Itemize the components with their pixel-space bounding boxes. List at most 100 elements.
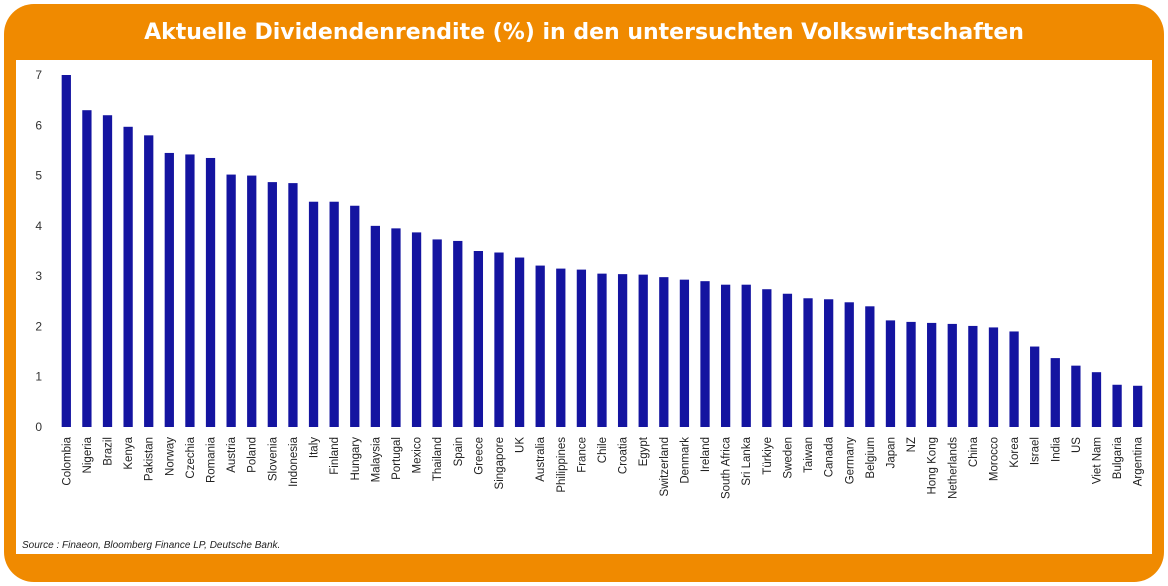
- bar: [473, 251, 484, 427]
- bar: [1091, 372, 1102, 427]
- x-tick-label: Brazil: [103, 437, 115, 466]
- x-tick-label: Korea: [1009, 436, 1021, 467]
- x-tick-label: Philippines: [556, 437, 568, 493]
- bar: [824, 299, 834, 427]
- x-tick-label: Finland: [329, 437, 341, 475]
- bar: [988, 327, 999, 427]
- chart-title: Aktuelle Dividendenrendite (%) in den un…: [144, 19, 1024, 45]
- y-tick-label: 2: [35, 319, 42, 333]
- y-tick-label: 3: [35, 269, 42, 283]
- bar: [1133, 385, 1143, 427]
- x-tick-label: Thailand: [432, 437, 444, 481]
- bar: [329, 201, 339, 427]
- x-tick-label: Belgium: [865, 437, 877, 479]
- x-tick-label: Norway: [164, 437, 176, 476]
- x-tick-label: Austria: [226, 436, 238, 472]
- bar: [927, 322, 937, 427]
- bar: [556, 268, 566, 427]
- bar: [659, 277, 669, 427]
- x-tick-label: Mexico: [412, 437, 424, 473]
- bar: [453, 240, 463, 427]
- x-tick-label: Czechia: [185, 436, 197, 478]
- x-tick-label: India: [1050, 436, 1062, 462]
- x-tick-label: Ireland: [700, 437, 712, 472]
- x-tick-label: Singapore: [494, 437, 506, 489]
- x-tick-label: Egypt: [638, 436, 650, 466]
- y-tick-label: 1: [35, 370, 42, 384]
- y-tick-label: 5: [35, 169, 42, 183]
- bar-chart: 0 1 2 3 4 5 6 7 Colombia Nigeria Brazil Kenya Pakis…: [35, 68, 1144, 499]
- bar: [102, 115, 113, 428]
- x-tick-label: France: [576, 437, 588, 473]
- bar: [576, 269, 587, 427]
- bars: [61, 75, 1143, 428]
- chart-frame: Aktuelle Dividendenrendite (%) in den un…: [4, 4, 1164, 582]
- x-tick-label: China: [968, 436, 980, 467]
- bar: [597, 273, 607, 427]
- bar: [350, 205, 360, 427]
- bar: [638, 274, 648, 427]
- x-tick-label: Greece: [473, 437, 485, 475]
- bar: [82, 110, 92, 427]
- x-tick-label: Nigeria: [82, 436, 94, 473]
- x-tick-label: Portugal: [391, 437, 403, 480]
- bar: [1050, 358, 1060, 427]
- x-tick-label: South Africa: [721, 436, 733, 499]
- x-tick-label: Sri Lanka: [741, 436, 753, 485]
- bar: [885, 320, 896, 427]
- bar: [762, 289, 772, 427]
- bar: [535, 265, 545, 427]
- source-note: Source : Finaeon, Bloomberg Finance LP, …: [22, 540, 281, 551]
- x-tick-label: Malaysia: [370, 436, 382, 482]
- x-tick-label: Morocco: [988, 437, 1000, 481]
- bar: [494, 252, 504, 427]
- x-tick-label: Viet Nam: [1091, 437, 1103, 484]
- x-tick-label: Türkiye: [762, 437, 774, 475]
- bar: [61, 75, 71, 427]
- bar: [514, 257, 525, 427]
- x-tick-label: Spain: [453, 437, 465, 466]
- bar: [308, 201, 319, 427]
- x-tick-label: UK: [515, 437, 527, 453]
- x-tick-label: Denmark: [679, 437, 691, 484]
- x-tick-label: Croatia: [618, 436, 630, 474]
- bar: [123, 126, 133, 427]
- bar: [247, 175, 257, 427]
- bar: [679, 279, 690, 427]
- x-tick-label: Australia: [535, 436, 547, 481]
- x-tick-label: Hong Kong: [927, 437, 939, 495]
- x-tick-label: Argentina: [1133, 436, 1145, 486]
- y-tick-label: 0: [35, 420, 42, 434]
- y-axis: 0 1 2 3 4 5 6 7: [35, 68, 42, 434]
- x-tick-label: Indonesia: [288, 436, 300, 486]
- x-tick-label: Netherlands: [947, 437, 959, 499]
- bar: [391, 228, 401, 427]
- x-tick-label: Kenya: [123, 436, 135, 469]
- x-tick-label: Germany: [844, 437, 856, 485]
- x-tick-label: Hungary: [350, 437, 362, 481]
- bar: [803, 298, 813, 427]
- x-tick-label: Japan: [885, 437, 897, 468]
- bar: [947, 323, 957, 427]
- bar: [865, 306, 875, 427]
- bar: [185, 154, 195, 427]
- bar: [164, 152, 174, 427]
- bar: [144, 135, 154, 427]
- x-tick-label: Slovenia: [267, 436, 279, 481]
- bar: [1112, 384, 1122, 427]
- bar: [370, 225, 380, 427]
- y-tick-label: 6: [35, 118, 42, 132]
- chart-panel: 0 1 2 3 4 5 6 7 Colombia Nigeria Brazil Kenya Pakis…: [16, 60, 1152, 554]
- bar: [968, 325, 978, 427]
- x-axis-labels: Colombia Nigeria Brazil Kenya Pakistan Norway…: [61, 436, 1144, 499]
- bar: [411, 232, 422, 427]
- x-tick-label: Taiwan: [803, 437, 815, 473]
- x-tick-label: US: [1071, 437, 1083, 453]
- x-tick-label: Chile: [597, 437, 609, 463]
- bar: [288, 183, 298, 427]
- bar: [432, 239, 442, 427]
- x-tick-label: Pakistan: [144, 437, 156, 481]
- bar: [205, 157, 216, 427]
- x-tick-label: Colombia: [61, 436, 73, 485]
- x-tick-label: Canada: [824, 436, 836, 477]
